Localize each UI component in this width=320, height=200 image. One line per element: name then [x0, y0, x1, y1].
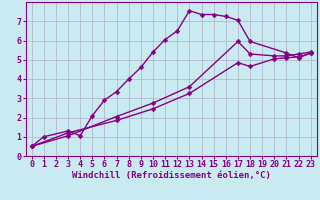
- X-axis label: Windchill (Refroidissement éolien,°C): Windchill (Refroidissement éolien,°C): [72, 171, 271, 180]
